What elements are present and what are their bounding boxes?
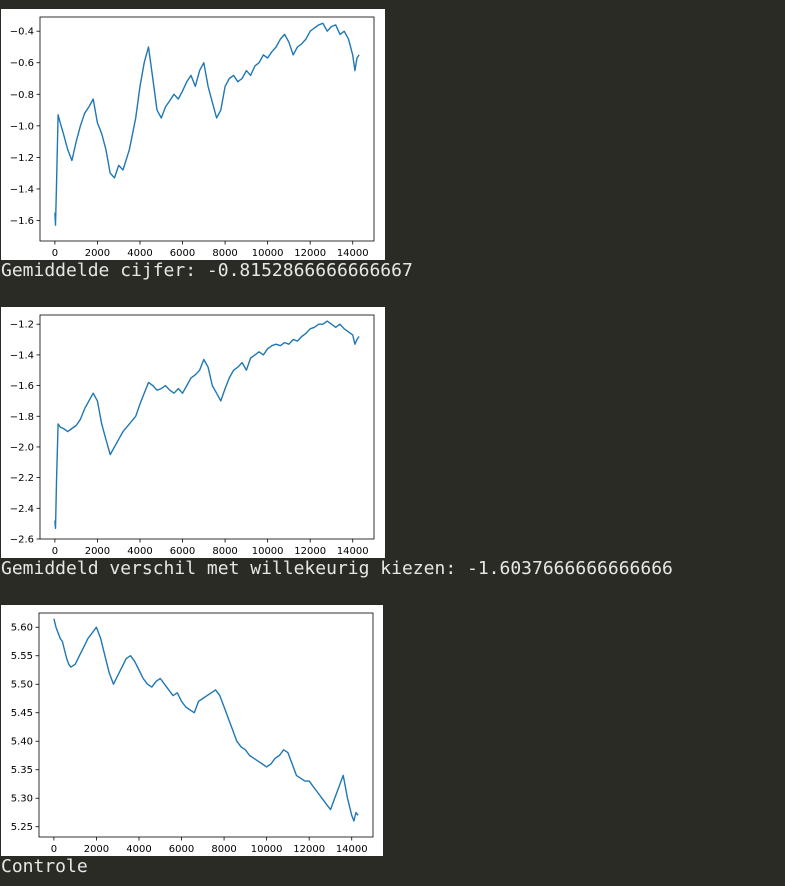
x-tick-label: 4000 (127, 546, 152, 557)
y-tick-label: −1.4 (10, 350, 34, 361)
series-line-0 (54, 22, 360, 226)
y-tick-label: 5.45 (11, 708, 33, 719)
x-tick-label: 14000 (337, 248, 369, 259)
y-tick-label: −0.8 (10, 90, 34, 101)
y-tick-label: −1.2 (10, 153, 34, 164)
y-tick-label: 5.35 (11, 765, 33, 776)
output-caption-3: Controle (1, 856, 88, 877)
x-tick-label: 12000 (294, 248, 326, 259)
axes-frame (38, 612, 374, 838)
x-tick-label: 2000 (84, 844, 109, 855)
y-tick-label: −2.6 (10, 535, 34, 546)
y-tick-label: −1.8 (10, 412, 34, 423)
x-tick-label: 14000 (336, 844, 368, 855)
x-tick-label: 4000 (127, 248, 152, 259)
output-caption-2: Gemiddeld verschil met willekeurig kieze… (1, 558, 673, 579)
y-tick-label: 5.40 (11, 737, 33, 748)
x-tick-label: 0 (52, 546, 58, 557)
x-tick-label: 6000 (170, 546, 195, 557)
x-tick-label: 10000 (252, 546, 284, 557)
y-tick-label: −2.2 (10, 473, 34, 484)
x-tick-label: 2000 (85, 546, 110, 557)
y-tick-label: 5.50 (11, 680, 33, 691)
x-tick-label: 0 (52, 248, 58, 259)
y-tick-label: 5.25 (11, 822, 33, 833)
x-tick-label: 6000 (170, 248, 195, 259)
y-tick-label: 5.55 (11, 651, 33, 662)
y-tick-label: −0.6 (10, 58, 34, 69)
axes-frame (39, 16, 375, 242)
y-tick-label: −1.4 (10, 184, 34, 195)
y-tick-label: −1.6 (10, 381, 34, 392)
y-tick-label: −2.4 (10, 504, 34, 515)
x-tick-label: 2000 (85, 248, 110, 259)
y-tick-label: 5.60 (11, 623, 33, 634)
line-chart-3: 0 2000 4000 6000 8000 10000 12000 14000 5.25 5.30… (11, 612, 374, 855)
y-tick-label: −1.6 (10, 216, 34, 227)
line-chart-1: 0 2000 4000 6000 8000 10000 12000 14000 −1.6 −1.4… (10, 16, 375, 259)
y-tick-label: 5.30 (11, 794, 33, 805)
y-tick-label: −1.2 (10, 320, 34, 331)
x-tick-label: 4000 (126, 844, 151, 855)
plot-3: 0 2000 4000 6000 8000 10000 12000 14000 5.25 5.30… (1, 605, 383, 856)
x-tick-label: 8000 (212, 248, 237, 259)
plot-2: 0 2000 4000 6000 8000 10000 12000 14000 −2.6 −2.4… (1, 307, 385, 558)
line-chart-2: 0 2000 4000 6000 8000 10000 12000 14000 −2.6 −2.4… (10, 314, 375, 557)
x-tick-label: 6000 (169, 844, 194, 855)
plot-1: 0 2000 4000 6000 8000 10000 12000 14000 −1.6 −1.4… (1, 9, 385, 260)
x-tick-label: 8000 (212, 546, 237, 557)
output-caption-1: Gemiddelde cijfer: -0.8152866666666667 (1, 260, 413, 281)
y-tick-label: −0.4 (10, 27, 34, 38)
x-tick-label: 10000 (252, 248, 284, 259)
series-line-0 (53, 618, 359, 822)
y-tick-label: −2.0 (10, 442, 34, 453)
axes-frame (39, 314, 375, 540)
y-tick-label: −1.0 (10, 121, 34, 132)
x-tick-label: 12000 (293, 844, 325, 855)
x-tick-label: 12000 (294, 546, 326, 557)
x-tick-label: 0 (51, 844, 57, 855)
series-line-0 (54, 320, 360, 530)
x-tick-label: 8000 (211, 844, 236, 855)
x-tick-label: 14000 (337, 546, 369, 557)
x-tick-label: 10000 (251, 844, 283, 855)
